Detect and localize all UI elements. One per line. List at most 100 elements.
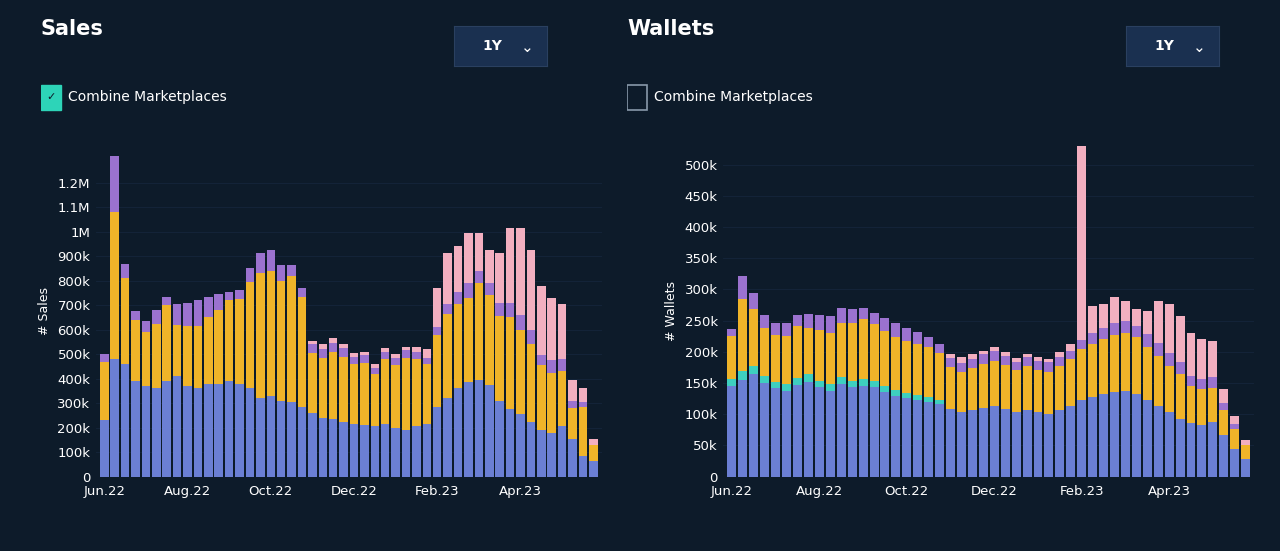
Bar (804, 374, 813, 382)
Bar (1230, 424, 1239, 429)
Bar (1088, 333, 1097, 344)
Bar (110, 156, 119, 212)
Bar (548, 372, 556, 433)
Text: Wallets: Wallets (627, 19, 714, 39)
Bar (225, 381, 233, 477)
Bar (1088, 397, 1097, 477)
Bar (465, 382, 472, 477)
Bar (979, 364, 988, 408)
Bar (454, 304, 462, 388)
Bar (349, 353, 358, 356)
Bar (142, 321, 150, 332)
Bar (339, 348, 348, 356)
Bar (558, 359, 566, 371)
Bar (782, 336, 791, 384)
Bar (381, 359, 389, 424)
Bar (1033, 412, 1042, 477)
Bar (132, 320, 140, 381)
Bar (902, 393, 911, 398)
Bar (1044, 363, 1053, 372)
Bar (1198, 339, 1207, 379)
Bar (558, 426, 566, 477)
Bar (968, 410, 977, 477)
Bar (1044, 414, 1053, 477)
Bar (881, 386, 890, 392)
Bar (1011, 358, 1020, 362)
Bar (412, 426, 421, 477)
Bar (246, 282, 255, 388)
Bar (936, 344, 945, 353)
Bar (193, 388, 202, 477)
Bar (847, 323, 856, 381)
Bar (443, 304, 452, 314)
Bar (516, 228, 525, 315)
Bar (132, 311, 140, 320)
Bar (381, 348, 389, 352)
Bar (381, 424, 389, 477)
Bar (1044, 372, 1053, 414)
Bar (760, 376, 769, 383)
Bar (869, 325, 878, 381)
Bar (485, 295, 494, 385)
Bar (454, 388, 462, 477)
Bar (957, 363, 966, 372)
Bar (782, 323, 791, 336)
Bar (1165, 412, 1174, 477)
Bar (1230, 429, 1239, 449)
Bar (739, 371, 748, 380)
Bar (979, 350, 988, 354)
Bar (475, 283, 483, 380)
Bar (1165, 305, 1174, 353)
Bar (120, 278, 129, 364)
Bar (433, 407, 442, 477)
Bar (422, 364, 431, 424)
Bar (392, 428, 399, 477)
Bar (1023, 410, 1032, 477)
Bar (485, 385, 494, 477)
Bar (163, 296, 172, 305)
Bar (859, 320, 868, 379)
Bar (869, 387, 878, 477)
Bar (946, 358, 955, 367)
Bar (443, 314, 452, 398)
Bar (1132, 309, 1140, 326)
Bar (308, 413, 316, 477)
Bar (1175, 419, 1184, 477)
Bar (1078, 400, 1087, 477)
Bar (475, 271, 483, 283)
Bar (1198, 390, 1207, 425)
Bar (287, 265, 296, 276)
Bar (1208, 341, 1217, 377)
Bar (1208, 422, 1217, 477)
Bar (538, 365, 545, 430)
Text: ⌄: ⌄ (1193, 40, 1206, 55)
Bar (329, 343, 338, 352)
Bar (193, 300, 202, 326)
Bar (568, 401, 577, 408)
Bar (749, 293, 758, 309)
Bar (568, 380, 577, 401)
Bar (339, 356, 348, 422)
Bar (548, 298, 556, 360)
Bar (826, 316, 835, 332)
Bar (183, 326, 192, 386)
Bar (485, 250, 494, 283)
Bar (739, 299, 748, 371)
Bar (913, 395, 922, 400)
Bar (225, 300, 233, 381)
Bar (579, 388, 588, 402)
Bar (370, 364, 379, 368)
Bar (287, 402, 296, 477)
Bar (100, 361, 109, 420)
Bar (516, 315, 525, 329)
Bar (815, 315, 824, 330)
Bar (298, 296, 306, 407)
Text: Combine Marketplaces: Combine Marketplaces (68, 90, 227, 104)
Bar (132, 381, 140, 477)
Bar (1132, 326, 1140, 337)
Bar (152, 388, 160, 477)
Bar (349, 356, 358, 364)
Bar (1132, 337, 1140, 393)
Bar (1121, 301, 1130, 321)
Bar (246, 268, 255, 282)
